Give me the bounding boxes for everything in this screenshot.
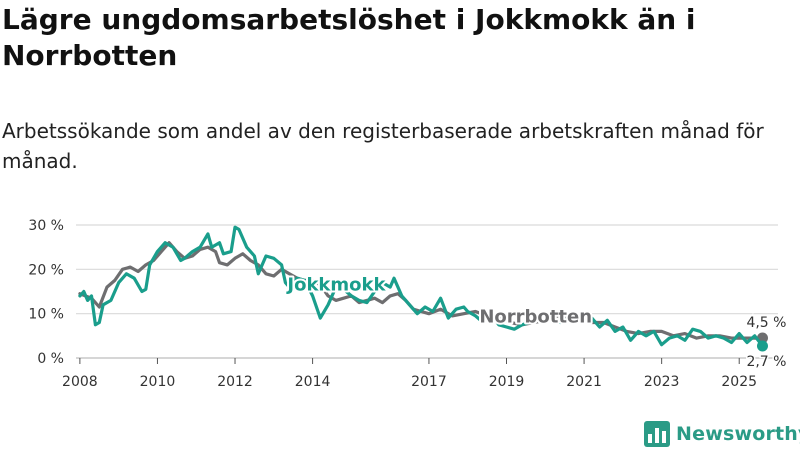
x-tick-label: 2025 (721, 374, 757, 390)
chart-subtitle: Arbetssökande som andel av den registerb… (2, 119, 764, 173)
x-tick-label: 2014 (295, 374, 331, 390)
series-labels: Jokkmokk Norrbotten 4,5 % 2,7 % (283, 273, 788, 372)
x-axis-ticks: 2008 2010 2012 2014 2017 2019 2021 2023 2025 (62, 358, 757, 390)
x-tick-label: 2021 (566, 374, 602, 390)
series-line-jokkmokk (78, 225, 765, 348)
grid-lines (76, 224, 778, 359)
series-lines (78, 225, 768, 352)
x-tick-label: 2012 (217, 374, 253, 390)
y-tick-label: 10 % (28, 307, 64, 323)
line-chart: 0 % 10 % 20 % 30 % 2008 2010 2012 2014 2017 2019… (28, 218, 788, 390)
series-label-norrbotten: Norrbotten (479, 307, 592, 328)
y-tick-label: 0 % (37, 351, 64, 367)
x-tick-label: 2023 (644, 374, 680, 390)
x-tick-label: 2019 (489, 374, 525, 390)
chart-title: Lägre ungdomsarbetslöshet i Jokkmokk än … (2, 3, 696, 72)
y-axis-ticks: 0 % 10 % 20 % 30 % (28, 218, 64, 367)
end-point-jokkmokk (756, 340, 768, 352)
x-tick-label: 2017 (411, 374, 447, 390)
end-label-jokkmokk: 2,7 % (746, 354, 786, 370)
brand-name: Newsworthy (676, 423, 800, 445)
bar-chart-logo-icon (644, 421, 670, 447)
series-label-jokkmokk: Jokkmokk (285, 275, 386, 296)
y-tick-label: 30 % (28, 218, 64, 234)
newsworthy-logo: Newsworthy (644, 420, 800, 448)
end-label-norrbotten: 4,5 % (746, 315, 786, 331)
x-tick-label: 2008 (62, 374, 98, 390)
y-tick-label: 20 % (28, 262, 64, 278)
series-line-norrbotten (78, 241, 765, 340)
x-tick-label: 2010 (140, 374, 176, 390)
